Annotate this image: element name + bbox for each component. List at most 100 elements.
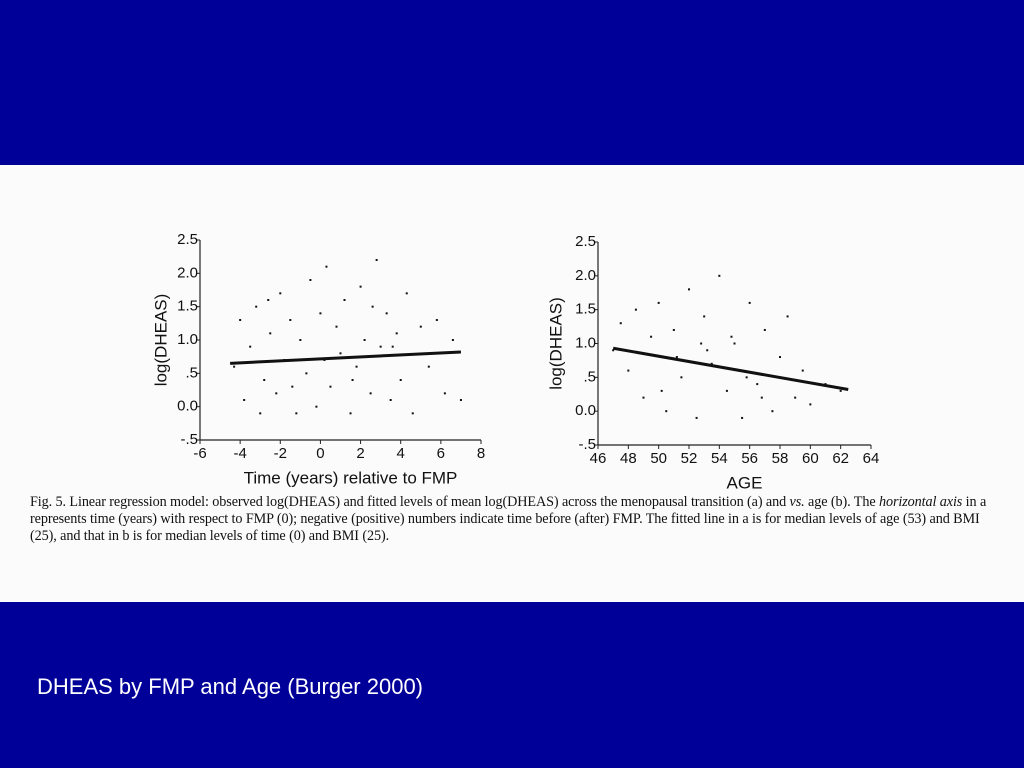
scatter-point [255, 305, 258, 308]
scatter-point [650, 335, 653, 338]
y-tick-label: 0.0 [575, 402, 596, 419]
y-tick-label: .5 [583, 368, 596, 385]
scatter-point [695, 416, 698, 419]
scatter-point [289, 319, 292, 321]
scatter-point [343, 299, 346, 301]
scatter-point [309, 279, 312, 281]
scatter-point [291, 385, 294, 388]
scatter-point [451, 339, 454, 341]
scatter-point [839, 389, 842, 392]
scatter-point [379, 345, 382, 348]
x-tick-label: -2 [274, 445, 287, 462]
x-tick-label: 60 [802, 450, 819, 467]
fit-line [230, 350, 462, 365]
y-tick-label: 2.0 [177, 264, 198, 281]
scatter-point [794, 396, 797, 399]
scatter-point [339, 352, 342, 355]
scatter-point [706, 349, 709, 352]
scatter-point [660, 389, 663, 392]
scatter-point [411, 412, 414, 415]
figure-caption: Fig. 5. Linear regression model: observe… [30, 494, 1002, 545]
scatter-point [369, 392, 372, 395]
scatter-point [675, 356, 678, 359]
y-tick-label: 1.0 [177, 331, 198, 348]
y-tick-label: -.5 [180, 431, 198, 448]
scatter-point [730, 335, 733, 338]
x-tick-label: 0 [316, 445, 324, 462]
y-tick-label: 2.5 [575, 233, 596, 250]
scatter-point [680, 376, 683, 379]
x-tick-label: 52 [681, 450, 698, 467]
x-tick-label: 54 [711, 450, 728, 467]
y-tick-label: 2.0 [575, 267, 596, 284]
scatter-point [391, 345, 394, 348]
caption-text: Fig. 5. Linear regression model: observe… [30, 494, 790, 510]
scatter-point [779, 356, 781, 359]
x-tick-label: -4 [233, 445, 246, 462]
scatter-point [725, 389, 728, 392]
x-tick-label: 50 [650, 450, 667, 467]
scatter-point [363, 339, 366, 341]
scatter-point [399, 379, 402, 381]
scatter-point [619, 322, 622, 325]
scatter-point [710, 362, 713, 365]
scatter-point [385, 312, 388, 315]
scatter-point [809, 403, 812, 406]
scatter-point [733, 342, 736, 345]
scatter-point [325, 265, 328, 268]
scatter-point [267, 299, 270, 301]
scatter-point [688, 288, 690, 291]
scatter-point [239, 319, 242, 321]
scatter-point [763, 328, 766, 331]
scatter-point [243, 399, 246, 401]
scatter-point [351, 379, 354, 381]
x-tick-label: 58 [772, 450, 789, 467]
scatter-point [295, 412, 298, 415]
scatter-point [703, 315, 706, 318]
caption-text: age (b). The [804, 494, 879, 510]
fit-line [612, 346, 849, 391]
y-tick-label: 1.5 [177, 298, 198, 315]
x-tick-label: 56 [741, 450, 758, 467]
scatter-point [269, 332, 272, 335]
x-tick-label: 6 [437, 445, 445, 462]
scatter-point [756, 383, 759, 386]
scatter-point [375, 259, 378, 261]
caption-text: horizontal axis [878, 494, 963, 510]
scatter-point [672, 328, 675, 331]
scatter-point [319, 312, 322, 315]
x-tick-label: 4 [397, 445, 405, 462]
scatter-point [745, 376, 748, 379]
y-tick-label: 1.0 [575, 334, 596, 351]
scatter-point [634, 308, 637, 311]
scatter-point [786, 315, 789, 318]
scatter-point [249, 345, 252, 348]
scatter-point [760, 396, 763, 399]
x-tick-label: 62 [832, 450, 849, 467]
scatter-point [305, 372, 308, 375]
scatter-point [771, 410, 774, 413]
scatter-point [612, 349, 615, 352]
scatter-point [275, 392, 278, 395]
x-tick-label: 2 [356, 445, 364, 462]
scatter-point [263, 379, 266, 381]
y-tick-label: 1.5 [575, 301, 596, 318]
y-axis-label: log(DHEAS) [151, 294, 170, 387]
slide-title: DHEAS by FMP and Age (Burger 2000) [37, 674, 424, 699]
figure-panel: -.5 0.0.5 1.0 1.5 2.0 2.5 -6 -4 -2 0 2 4 6 8 Time (yea… [0, 165, 1024, 602]
scatter-point [279, 292, 282, 295]
x-tick-label: 8 [477, 445, 485, 462]
scatter-point [642, 396, 645, 399]
scatter-point [627, 369, 630, 372]
scatter-point [801, 369, 804, 372]
scatter-point [299, 339, 302, 341]
y-tick-label: .5 [185, 364, 198, 381]
scatter-point [741, 416, 744, 419]
y-tick-label: 2.5 [177, 231, 198, 248]
x-tick-label: 48 [620, 450, 637, 467]
caption-text: vs. [789, 494, 805, 510]
scatter-point [718, 274, 721, 277]
y-tick-label: -.5 [578, 436, 596, 453]
